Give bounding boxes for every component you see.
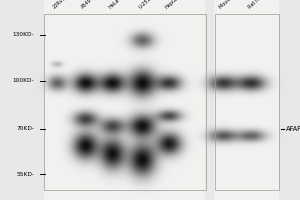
Text: Rat liver: Rat liver bbox=[247, 0, 266, 10]
Text: U-251MG: U-251MG bbox=[138, 0, 158, 10]
Text: 55KD-: 55KD- bbox=[16, 171, 34, 176]
Text: HepG2: HepG2 bbox=[165, 0, 181, 10]
Text: Mouse liver: Mouse liver bbox=[219, 0, 244, 10]
Text: 22Rv1: 22Rv1 bbox=[52, 0, 67, 10]
Bar bbox=[44, 14, 206, 190]
Bar bbox=[44, 14, 206, 190]
Bar bbox=[214, 14, 279, 190]
Text: HeLa: HeLa bbox=[108, 0, 120, 10]
Bar bbox=[214, 14, 279, 190]
Text: A549: A549 bbox=[81, 0, 94, 10]
Text: 100KD-: 100KD- bbox=[13, 78, 34, 84]
Text: 70KD-: 70KD- bbox=[16, 127, 34, 132]
Text: AFAP1: AFAP1 bbox=[286, 126, 300, 132]
Text: 130KD-: 130KD- bbox=[13, 32, 34, 38]
